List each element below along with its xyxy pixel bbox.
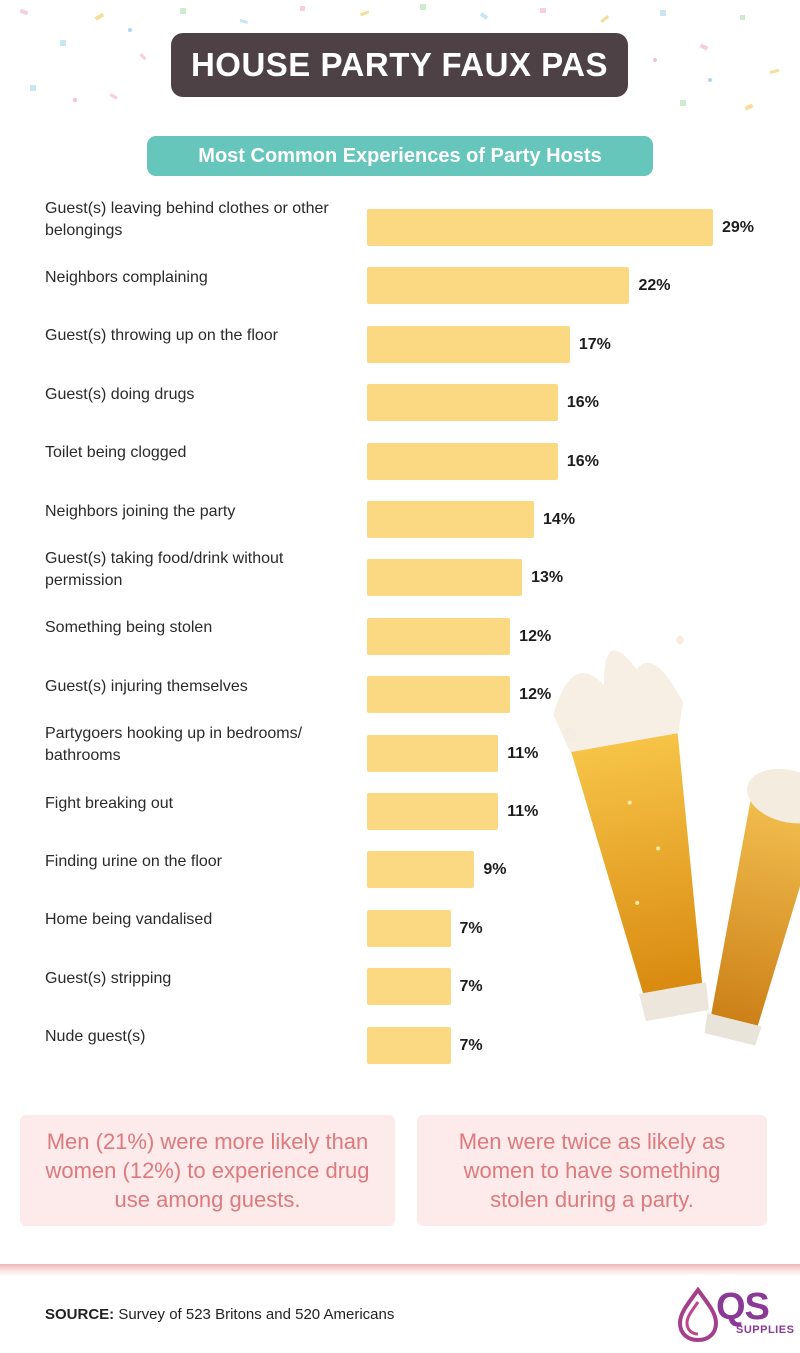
source-label: SOURCE:	[45, 1306, 115, 1323]
page-title: HOUSE PARTY FAUX PAS	[171, 33, 628, 97]
data-label: 11%	[507, 744, 539, 762]
category-label: Fight breaking out	[45, 794, 174, 812]
data-label: 13%	[531, 569, 564, 587]
category-label: Neighbors joining the party	[45, 502, 236, 520]
category-label: Something being stolen	[45, 619, 213, 637]
category-label: Guest(s) injuring themselves	[45, 677, 248, 695]
bar	[367, 968, 451, 1006]
data-label: 14%	[543, 511, 576, 528]
category-label: Guest(s) doing drugs	[45, 385, 195, 403]
bar	[367, 267, 630, 305]
logo-subtext: SUPPLIES	[736, 1324, 795, 1336]
beer-glasses-image	[553, 636, 800, 1046]
bar	[367, 909, 451, 947]
qs-supplies-logo: QS SUPPLIES	[676, 1286, 794, 1342]
source-note: SOURCE: Survey of 523 Britons and 520 Am…	[45, 1306, 394, 1323]
bar	[367, 209, 713, 246]
chart-subtitle: Most Common Experiences of Party Hosts	[147, 136, 653, 176]
bar	[367, 559, 523, 597]
category-label: Guest(s) throwing up on the floor	[45, 327, 279, 345]
category-label: Guest(s) taking food/drink without permi…	[45, 549, 284, 589]
data-label: 16%	[566, 452, 599, 470]
category-label: Finding urine on the floor	[45, 852, 222, 870]
bar	[367, 793, 499, 830]
category-label: Guest(s) stripping	[45, 969, 172, 987]
data-label: 22%	[638, 277, 671, 295]
data-label: 29%	[722, 219, 755, 236]
category-label: Guest(s) leaving behind clothes or other…	[45, 199, 329, 239]
source-text: Survey of 523 Britons and 520 Americans	[114, 1306, 395, 1323]
data-label: 17%	[578, 335, 611, 353]
bar	[367, 501, 535, 538]
category-label: Partygoers hooking up in bedrooms/ bathr…	[45, 725, 303, 765]
data-label: 16%	[566, 394, 599, 412]
bar	[367, 734, 499, 772]
data-label: 11%	[507, 803, 539, 820]
data-label: 7%	[459, 1036, 483, 1054]
logo-text: QS	[716, 1286, 770, 1328]
category-label: Toilet being clogged	[45, 444, 187, 462]
category-label: Nude guest(s)	[45, 1028, 146, 1046]
data-label: 9%	[483, 861, 507, 879]
data-label: 7%	[459, 919, 483, 937]
bar	[367, 851, 475, 889]
bar	[367, 325, 570, 363]
insight-note-drugs: Men (21%) were more likely than women (1…	[20, 1115, 395, 1226]
data-label: 7%	[459, 978, 483, 996]
bar	[367, 1026, 451, 1064]
data-label: 12%	[519, 627, 552, 645]
bar	[367, 384, 558, 422]
footer-divider	[0, 1264, 800, 1276]
insight-note-stolen: Men were twice as likely as women to hav…	[417, 1115, 767, 1226]
bar	[367, 676, 511, 714]
bar	[367, 617, 511, 655]
category-label: Home being vandalised	[45, 911, 213, 929]
category-label: Neighbors complaining	[45, 268, 208, 286]
bar	[367, 442, 558, 480]
drop-logo-icon	[677, 1286, 719, 1342]
data-label: 12%	[519, 686, 552, 704]
